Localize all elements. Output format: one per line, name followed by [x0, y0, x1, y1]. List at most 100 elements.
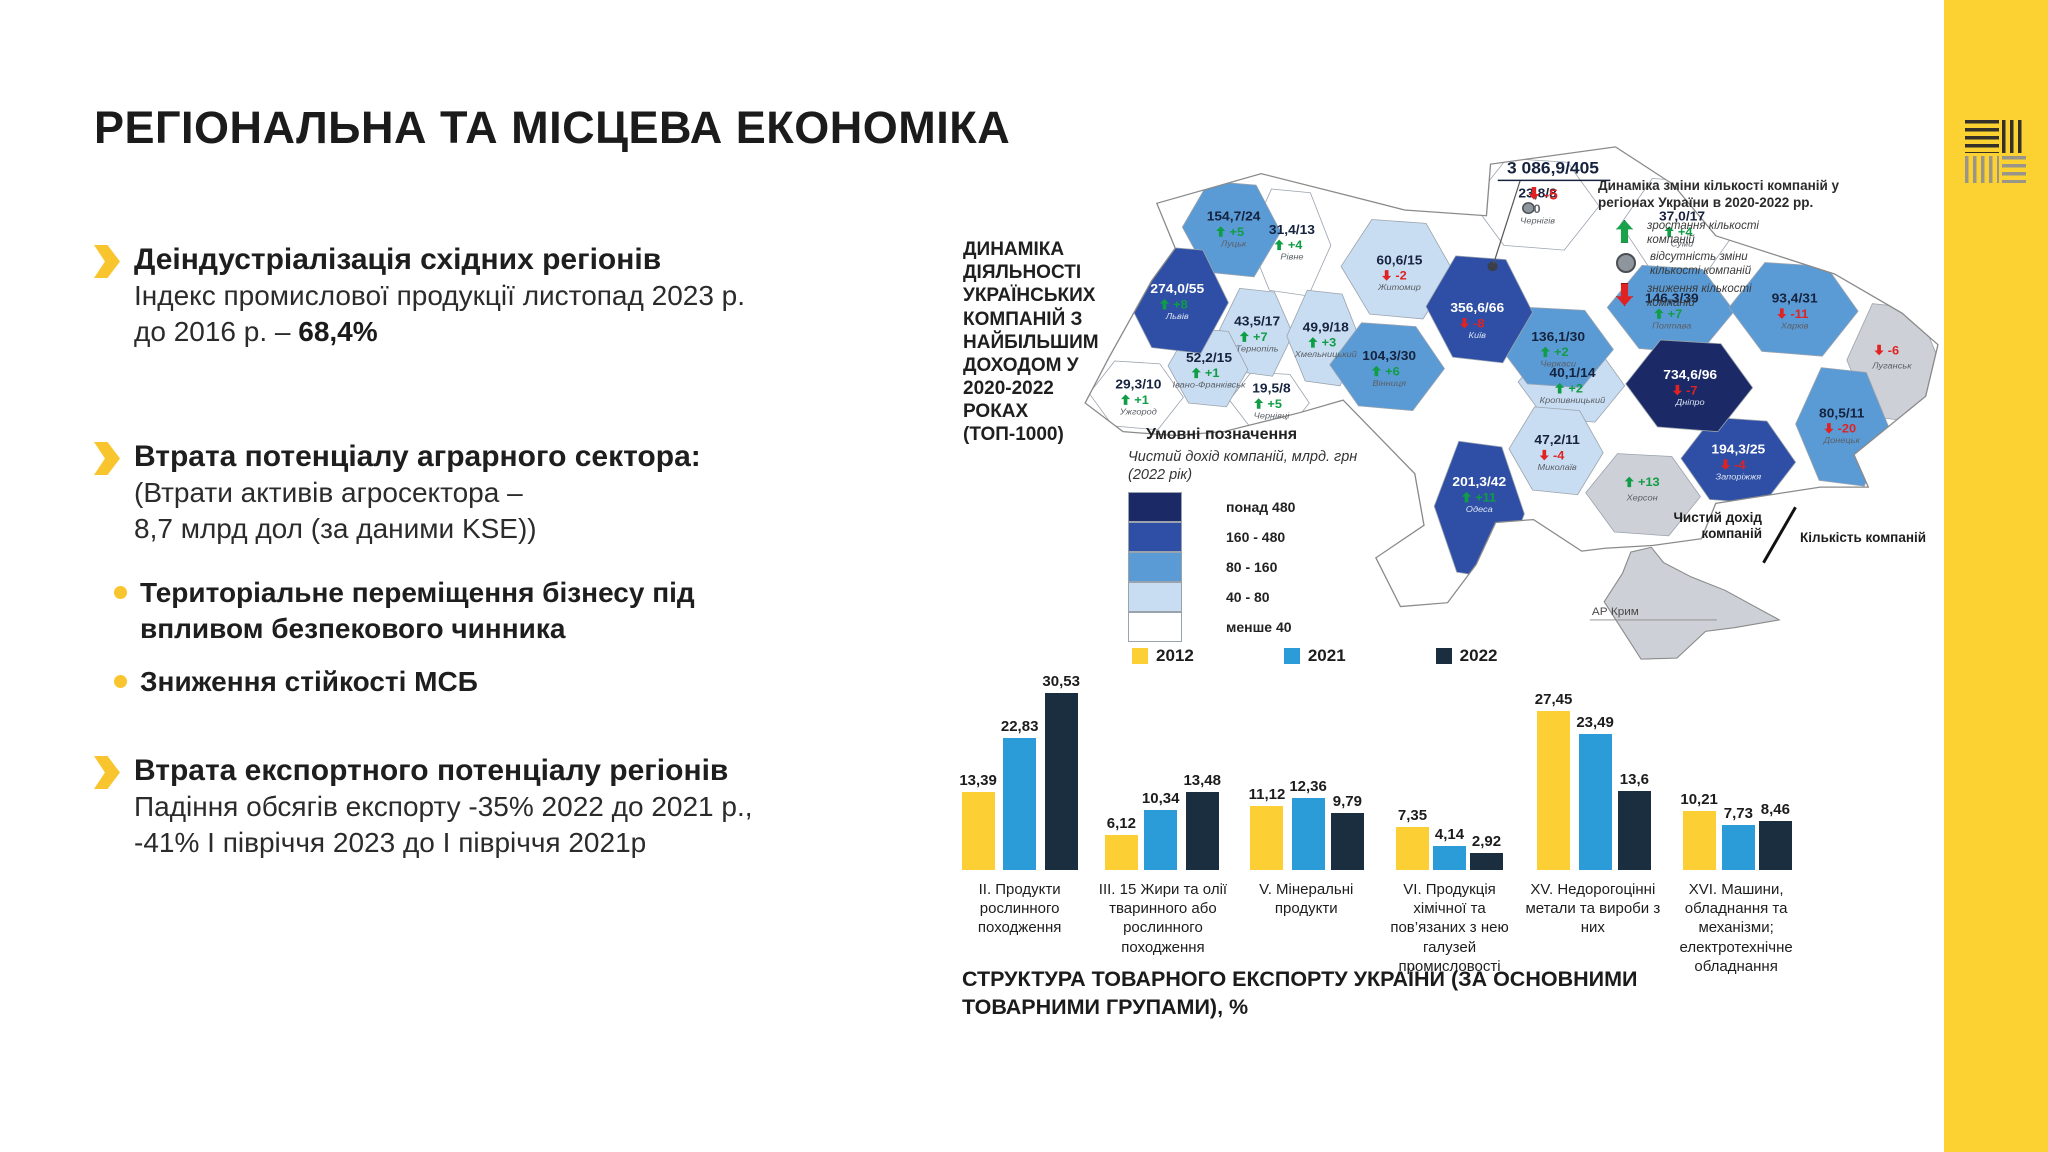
- bar-2012: 10,21: [1680, 791, 1718, 870]
- bar: [1617, 791, 1651, 870]
- bar: [1433, 846, 1467, 870]
- region-city-label: Суми: [1671, 239, 1694, 249]
- up-arrow-icon: [1664, 226, 1674, 237]
- down-arrow-icon: [1874, 344, 1884, 356]
- region-delta: +1: [1134, 393, 1149, 407]
- bar: [1291, 798, 1325, 870]
- down-arrow-icon: [1777, 308, 1787, 319]
- region-city-label: Ужгород: [1119, 407, 1157, 417]
- up-arrow-icon: [1461, 491, 1472, 503]
- income-legend-label: 80 - 160: [1226, 559, 1278, 576]
- bar-value-label: 10,21: [1680, 790, 1718, 808]
- bar: [1144, 810, 1178, 870]
- region-delta: +2: [1554, 346, 1569, 360]
- region-value: 52,2/15: [1186, 350, 1233, 364]
- up-arrow-icon: [1191, 367, 1201, 379]
- bar-value-label: 30,53: [1042, 672, 1080, 690]
- legend-swatch: [1283, 648, 1300, 664]
- map-title: ДИНАМІКА ДІЯЛЬНОСТІ УКРАЇНСЬКИХ КОМПАНІЙ…: [963, 239, 1099, 446]
- bar: [1396, 827, 1430, 870]
- region-delta: +6: [1385, 365, 1400, 379]
- bar-2022: 8,46: [1758, 801, 1792, 870]
- bar: [1578, 733, 1612, 870]
- income-legend-swatch: [1128, 612, 1182, 643]
- bar-value-label: 13,6: [1619, 771, 1649, 789]
- legend-label: 2022: [1459, 646, 1498, 665]
- chevron-bullet-icon: [94, 756, 120, 789]
- region-city-label: Вінниця: [1372, 378, 1406, 388]
- bar-category-label: II. Продукти рослинного походження: [977, 881, 1062, 937]
- bars: 7,35 4,14 2,92: [1396, 684, 1504, 870]
- bar-category-label: XV. Недорогоцінні метали та вироби з них: [1525, 881, 1661, 937]
- country-outline: [1084, 146, 1939, 608]
- dot-bullet-icon: [114, 675, 127, 688]
- up-arrow-icon: [1274, 239, 1284, 251]
- callout-leader-line: [1493, 180, 1521, 264]
- bar-2021: 23,49: [1576, 714, 1614, 870]
- bar-2012: 27,45: [1534, 690, 1573, 870]
- region-value: 201,3/42: [1452, 475, 1506, 489]
- bar-value-label: 27,45: [1534, 690, 1573, 708]
- income-legend-label: понад 480: [1226, 499, 1296, 516]
- bullet-export-potential: Втрата експортного потенціалу регіонів П…: [94, 754, 874, 862]
- region-value: 146,3/39: [1645, 291, 1699, 305]
- region-city-label: Запоріжжя: [1715, 472, 1761, 482]
- region-value: 274,0/55: [1150, 282, 1204, 296]
- region-volyn: [1181, 180, 1282, 278]
- region-value: 19,5/8: [1252, 381, 1291, 395]
- up-arrow-icon: [1159, 298, 1170, 310]
- page-title: РЕГІОНАЛЬНА ТА МІСЦЕВА ЕКОНОМІКА: [94, 102, 1011, 154]
- dot-bullet-icon: [114, 586, 127, 599]
- region-mykolaiv: [1508, 406, 1604, 496]
- bar-2012: 7,35: [1396, 807, 1430, 870]
- chevron-bullet-icon: [94, 442, 120, 475]
- bar-group: 11,12 12,36 9,79 V. Мінеральні продукти: [1235, 684, 1378, 976]
- region-delta: -11: [1791, 307, 1809, 321]
- up-arrow-icon: [1239, 331, 1249, 342]
- bar: [1185, 791, 1219, 870]
- bar-group: 7,35 4,14 2,92 VI. Продукція хімічної та по…: [1378, 684, 1521, 976]
- bar: [1003, 737, 1037, 870]
- region-delta: -20: [1838, 422, 1857, 436]
- bar-2022: 2,92: [1470, 833, 1504, 870]
- up-arrow-icon: [1216, 226, 1226, 237]
- income-legend-row: менше 40: [1128, 612, 1368, 643]
- region-delta: +2: [1568, 382, 1583, 396]
- region-city-label: Івано-Франківськ: [1173, 380, 1247, 390]
- bar: [1330, 813, 1364, 870]
- bar: [1470, 853, 1504, 870]
- down-arrow-icon: [1616, 282, 1633, 306]
- crimea-label: АР Крим: [1592, 606, 1639, 618]
- region-zhytomyr: [1340, 219, 1455, 320]
- region-delta: +3: [1322, 336, 1337, 350]
- region-delta: -4: [1734, 458, 1745, 472]
- bar-2021: 4,14: [1433, 826, 1467, 870]
- index-value: 68,4%: [298, 316, 378, 348]
- down-arrow-icon: [1539, 449, 1549, 461]
- up-arrow-icon: [1120, 394, 1131, 405]
- region-city-label: Рівне: [1280, 252, 1303, 262]
- region-value: 80,5/11: [1819, 406, 1865, 420]
- bar-category-label: VI. Продукція хімічної та пов’язаних з н…: [1390, 881, 1509, 975]
- region-value: 29,3/10: [1115, 377, 1161, 391]
- bullet-deindustrialization: Деіндустріалізація східних регіонів Інде…: [94, 243, 874, 351]
- kyiv-city-callout: 3 086,9/405 -5: [1493, 159, 1611, 264]
- down-arrow-icon: [1459, 317, 1470, 329]
- kyiv-city-dot: [1487, 261, 1498, 272]
- region-kherson: [1585, 453, 1701, 537]
- region-value: 104,3/30: [1362, 348, 1416, 362]
- bar-2021: 7,73: [1721, 805, 1755, 870]
- legend-item: 2012: [1132, 646, 1194, 666]
- income-legend: Умовні позначення Чистий дохід компаній,…: [1128, 426, 1368, 643]
- bar-value-label: 10,34: [1141, 790, 1180, 808]
- regions-layer: [1088, 157, 1938, 580]
- bar-2012: 6,12: [1104, 815, 1138, 870]
- legend-swatch: [1435, 648, 1452, 664]
- bars: 6,12 10,34 13,48: [1104, 684, 1221, 870]
- subbullet-smb-resilience: Зниження стійкості МСБ: [114, 664, 700, 700]
